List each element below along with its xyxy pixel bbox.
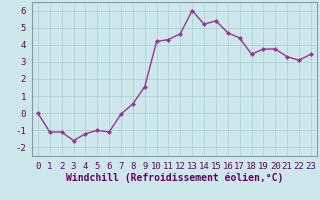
X-axis label: Windchill (Refroidissement éolien,°C): Windchill (Refroidissement éolien,°C) bbox=[66, 173, 283, 183]
